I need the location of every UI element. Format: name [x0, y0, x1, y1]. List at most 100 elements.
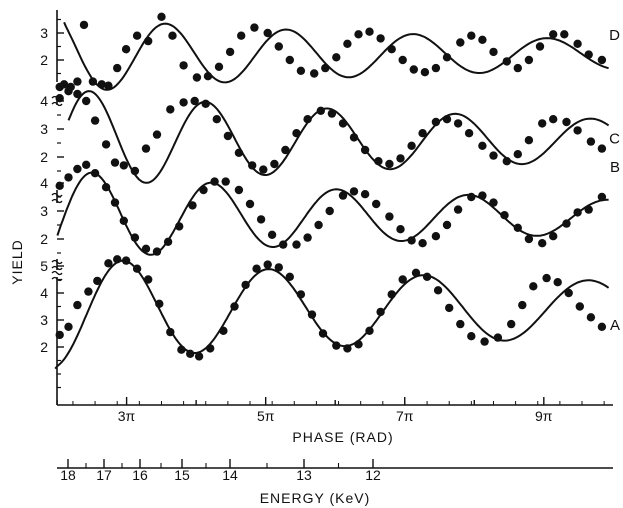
data-point	[73, 164, 82, 174]
data-point	[553, 278, 562, 287]
series-C: C	[55, 87, 620, 184]
data-point	[549, 232, 558, 241]
data-point	[303, 115, 312, 124]
data-point	[177, 345, 186, 354]
y-tick-label: 3	[40, 312, 48, 328]
energy-tick-label: 17	[96, 467, 112, 483]
data-point	[97, 80, 106, 89]
y-ticks: 2 3 2 3 4 2 3 4 2 3 4 5	[40, 18, 64, 389]
data-point	[597, 192, 607, 202]
y-tick-label: 5	[40, 258, 48, 274]
data-point	[110, 158, 120, 167]
data-point	[422, 272, 432, 281]
data-point	[119, 161, 128, 170]
data-point	[360, 190, 370, 199]
data-point	[502, 57, 511, 66]
data-point	[584, 205, 593, 214]
data-point	[321, 63, 330, 73]
data-point	[332, 53, 341, 62]
data-point	[584, 50, 593, 59]
data-point	[285, 272, 294, 281]
data-point	[387, 45, 396, 54]
x-axis-title: PHASE (RAD)	[292, 429, 393, 445]
data-point	[573, 126, 582, 135]
data-point	[407, 141, 416, 150]
data-point	[121, 256, 131, 265]
data-point	[285, 55, 294, 65]
data-point	[398, 275, 407, 284]
data-point	[221, 177, 230, 186]
data-point	[332, 341, 341, 350]
data-point	[104, 259, 113, 268]
data-point	[55, 330, 64, 340]
y-tick-label: 3	[40, 203, 48, 219]
data-point	[343, 344, 352, 353]
data-point	[343, 39, 352, 48]
data-point	[279, 240, 288, 249]
data-point	[237, 31, 246, 40]
data-point	[513, 150, 522, 159]
data-point	[524, 136, 534, 145]
data-point	[456, 38, 465, 47]
data-point	[325, 206, 334, 216]
data-point	[442, 53, 452, 62]
y-tick-label: 2	[40, 231, 48, 247]
data-point	[241, 280, 250, 290]
data-point	[365, 326, 374, 335]
data-point	[199, 185, 208, 195]
data-point	[354, 30, 363, 39]
data-point	[234, 148, 244, 157]
data-point	[549, 115, 558, 124]
data-point	[263, 260, 272, 269]
data-point	[144, 36, 153, 46]
data-point	[188, 201, 197, 210]
series-A: A	[54, 255, 620, 370]
data-point	[296, 66, 306, 76]
energy-tick-label: 18	[60, 467, 76, 483]
y-tick-label: 4	[40, 93, 48, 109]
data-point	[132, 31, 142, 40]
series-B: B	[55, 159, 620, 256]
data-point	[524, 234, 534, 244]
data-point	[64, 173, 73, 182]
data-point	[252, 264, 261, 273]
data-point	[420, 68, 430, 77]
energy-tick-label: 14	[222, 467, 238, 483]
data-point	[480, 337, 489, 346]
data-point	[562, 117, 571, 127]
data-point	[73, 89, 82, 99]
data-point	[55, 181, 64, 190]
data-point	[194, 352, 204, 361]
data-point	[464, 129, 474, 138]
data-point	[210, 177, 219, 186]
data-point	[113, 63, 122, 73]
data-point	[141, 244, 151, 253]
data-point	[206, 344, 215, 353]
y-tick-label: 2	[40, 339, 48, 355]
data-point	[155, 299, 164, 308]
data-point	[507, 319, 516, 329]
x-ticks: 3π 5π 7π 9π	[56, 397, 605, 424]
data-point	[152, 247, 162, 256]
data-point	[489, 151, 498, 160]
data-point	[478, 191, 487, 200]
data-point	[456, 319, 465, 329]
data-point	[82, 96, 91, 106]
data-point	[179, 61, 188, 70]
data-point	[88, 77, 98, 86]
data-point	[478, 35, 487, 44]
data-point	[445, 303, 454, 313]
energy-tick-label: 15	[174, 467, 190, 483]
data-point	[529, 282, 538, 291]
data-point	[365, 27, 374, 36]
data-point	[349, 187, 359, 196]
data-point	[431, 63, 441, 73]
y-tick-label: 3	[40, 121, 48, 137]
data-point	[121, 45, 131, 54]
data-point	[90, 116, 100, 125]
data-point	[597, 322, 607, 331]
data-point	[564, 288, 573, 298]
data-point	[93, 276, 102, 286]
data-point	[433, 286, 443, 295]
y-axis-title: YIELD	[9, 239, 25, 284]
